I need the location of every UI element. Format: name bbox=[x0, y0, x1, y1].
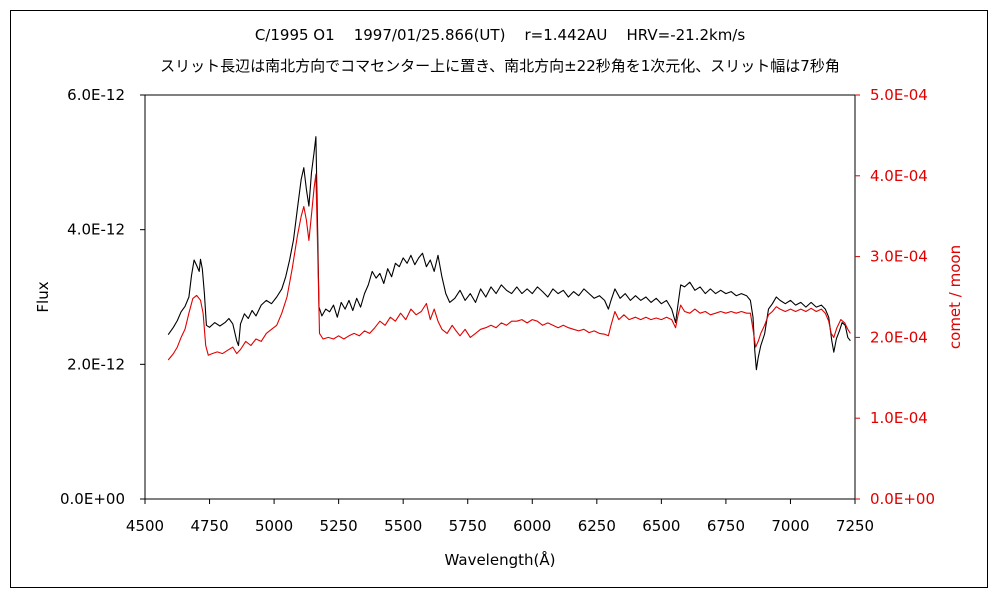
y2-tick-label: 5.0E-04 bbox=[870, 86, 928, 104]
y2-tick-label: 3.0E-04 bbox=[870, 248, 928, 266]
x-tick-label: 5500 bbox=[384, 517, 422, 535]
x-tick-label: 5750 bbox=[449, 517, 487, 535]
x-tick-label: 4500 bbox=[126, 517, 164, 535]
y2-tick-label: 0.0E+00 bbox=[870, 490, 935, 508]
x-tick-label: 6500 bbox=[642, 517, 680, 535]
y2-tick-label: 4.0E-04 bbox=[870, 167, 928, 185]
y-axis-label: Flux bbox=[34, 281, 52, 312]
y-tick-label: 0.0E+00 bbox=[60, 490, 125, 508]
x-tick-label: 5250 bbox=[320, 517, 358, 535]
y2-tick-label: 1.0E-04 bbox=[870, 409, 928, 427]
y2-tick-label: 2.0E-04 bbox=[870, 328, 928, 346]
y-tick-label: 2.0E-12 bbox=[67, 355, 125, 373]
y-tick-label: 4.0E-12 bbox=[67, 221, 125, 239]
chart-subtitle: スリット長辺は南北方向でコマセンター上に置き、南北方向±22秒角を1次元化、スリ… bbox=[160, 57, 840, 75]
x-tick-label: 7250 bbox=[836, 517, 874, 535]
x-tick-label: 5000 bbox=[255, 517, 293, 535]
x-tick-label: 6250 bbox=[578, 517, 616, 535]
x-tick-label: 6750 bbox=[707, 517, 745, 535]
y2-axis-label: comet / moon bbox=[946, 245, 964, 349]
x-axis-label: Wavelength(Å) bbox=[445, 550, 556, 569]
chart-frame bbox=[10, 10, 988, 588]
comet-moon-ratio-series-line bbox=[167, 173, 851, 361]
chart-title: C/1995 O1 1997/01/25.866(UT) r=1.442AU H… bbox=[254, 26, 746, 44]
x-tick-label: 6000 bbox=[513, 517, 551, 535]
flux-series-line bbox=[167, 136, 851, 371]
x-tick-label: 7000 bbox=[771, 517, 809, 535]
y-tick-label: 6.0E-12 bbox=[67, 86, 125, 104]
x-tick-label: 4750 bbox=[190, 517, 228, 535]
plot-area bbox=[144, 94, 856, 500]
